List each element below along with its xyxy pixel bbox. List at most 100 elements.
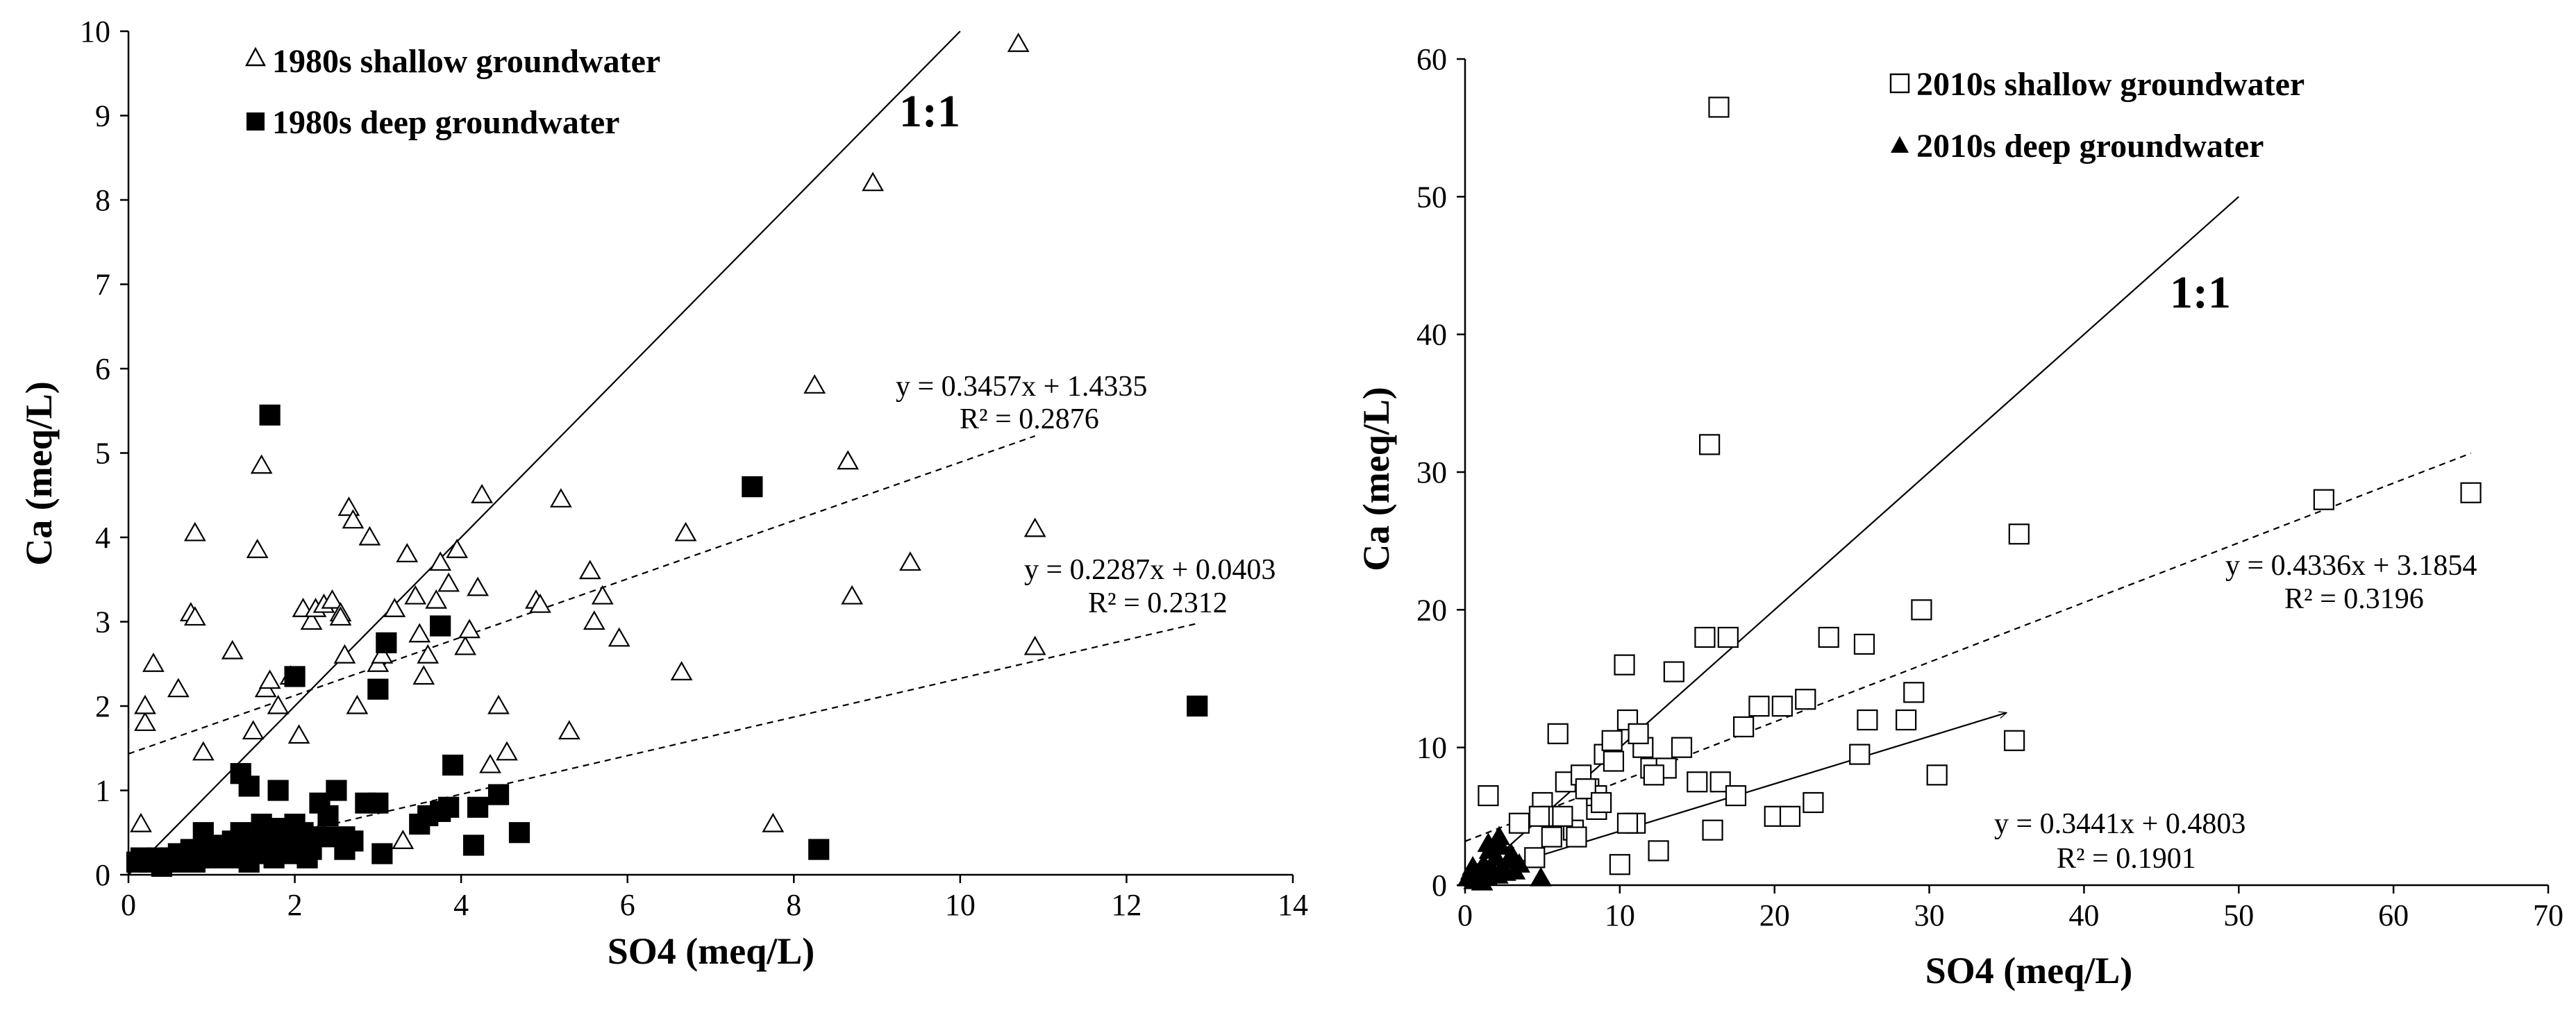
x-tick-label: 8 [786, 888, 801, 922]
deep-point [742, 476, 763, 498]
shallow-point [1614, 654, 1635, 676]
legend-item-deep: 2010s deep groundwater [1891, 128, 2264, 165]
shallow-point [591, 585, 614, 605]
shallow-point [1541, 826, 1562, 848]
shallow-point [404, 585, 427, 605]
legend-marker-open-triangle [244, 47, 267, 67]
x-tick-label: 30 [1914, 898, 1945, 932]
shallow-point [1896, 709, 1917, 731]
shallow-point [1779, 805, 1801, 827]
shallow-point [1717, 626, 1739, 648]
x-tick-label: 70 [2533, 898, 2564, 932]
shallow-point [371, 644, 394, 664]
y-tick-label: 0 [1432, 869, 1447, 903]
x-tick-label: 60 [2378, 898, 2409, 932]
deep-point [313, 826, 335, 848]
shallow-point [258, 669, 281, 689]
shallow-point [1643, 764, 1664, 786]
deep-point [334, 839, 356, 860]
one-to-one-label: 1:1 [2170, 267, 2231, 318]
shallow-point [1601, 730, 1623, 751]
deep-point [442, 754, 464, 776]
shallow-point [1591, 791, 1612, 814]
shallow-point [167, 678, 190, 698]
deep-point [367, 678, 389, 700]
shallow-point [2004, 730, 2025, 751]
y-tick-label: 60 [1416, 42, 1447, 76]
trendline-equation-deep: y = 0.3441x + 0.4803 [1994, 808, 2245, 840]
y-tick-label: 2 [95, 689, 110, 723]
x-tick-label: 2 [287, 888, 303, 922]
shallow-point [837, 450, 860, 470]
shallow-point [1524, 847, 1546, 869]
y-tick-label: 10 [1416, 731, 1447, 765]
y-tick-label: 6 [95, 352, 110, 386]
x-axis-label: SO4 (meq/L) [1925, 950, 2133, 991]
shallow-point [496, 741, 518, 761]
shallow-point [300, 610, 323, 630]
shallow-point [1575, 778, 1596, 800]
shallow-point [446, 539, 469, 558]
y-tick-label: 20 [1416, 593, 1447, 627]
deep-point [1462, 855, 1484, 875]
y-tick-label: 7 [95, 268, 110, 302]
shallow-point [337, 496, 360, 517]
shallow-point [333, 644, 356, 664]
deep-point [367, 792, 389, 814]
shallow-point [558, 720, 580, 740]
legend: 1980s shallow groundwater 1980s deep gro… [244, 43, 660, 141]
legend-marker-filled-triangle [1891, 136, 1909, 153]
y-tick-label: 4 [95, 521, 110, 555]
x-tick-label: 20 [1759, 898, 1790, 932]
chart-2010s: 0 10 20 30 40 50 60 70 0 10 20 30 40 50 60 SO4 (meq/L)… [1355, 42, 2564, 991]
x-tick-label: 50 [2223, 898, 2254, 932]
shallow-point [321, 589, 344, 609]
y-tick-label: 5 [95, 437, 110, 471]
trendline-r2-shallow: R² = 0.2876 [960, 403, 1099, 435]
shallow-point [1926, 764, 1948, 786]
deep-point [267, 780, 289, 801]
trendline-r2-deep: R² = 0.2312 [1088, 587, 1228, 619]
legend-label-shallow: 2010s shallow groundwater [1916, 66, 2305, 103]
shallow-point [183, 521, 206, 542]
deep-point [1508, 853, 1530, 873]
deep-point [1530, 866, 1553, 887]
shallow-point [1609, 854, 1630, 875]
shallow-point [346, 694, 369, 714]
legend-item-deep: 1980s deep groundwater [246, 104, 619, 141]
shallow-point [1725, 785, 1747, 807]
trendline-shallow [1464, 452, 2471, 842]
x-axis-label: SO4 (meq/L) [608, 930, 815, 972]
shallow-point [1702, 819, 1723, 841]
shallow-point [762, 812, 785, 832]
x-tick-label: 0 [121, 888, 136, 922]
shallow-point [1733, 716, 1755, 738]
shallow-point [437, 572, 460, 592]
one-to-one-line [128, 31, 961, 875]
shallow-point [674, 521, 697, 542]
shallow-point [1687, 771, 1708, 793]
shallow-point [134, 694, 156, 714]
deep-point [371, 843, 393, 864]
shallow-point [1849, 744, 1871, 765]
trendline-equation-shallow: y = 0.4336x + 3.1854 [2225, 550, 2477, 582]
deep-point [317, 805, 339, 827]
y-tick-label: 10 [80, 15, 110, 49]
legend-item-shallow: 2010s shallow groundwater [1889, 66, 2305, 103]
shallow-point [1007, 33, 1030, 52]
shallow-point [192, 741, 215, 761]
y-tick-label: 8 [95, 183, 110, 217]
trendline-r2-shallow: R² = 0.3196 [2284, 583, 2424, 615]
x-tick-label: 0 [1457, 898, 1473, 932]
shallow-point [1528, 805, 1550, 827]
data-points [1457, 97, 2482, 891]
deep-point [271, 818, 293, 839]
shallow-point [1853, 633, 1875, 655]
deep-point [1477, 832, 1500, 853]
shallow-point [1616, 812, 1639, 834]
legend-marker-open-square [1889, 73, 1910, 94]
deep-point [238, 775, 260, 797]
shallow-point [358, 526, 381, 546]
shallow-point [429, 551, 452, 571]
